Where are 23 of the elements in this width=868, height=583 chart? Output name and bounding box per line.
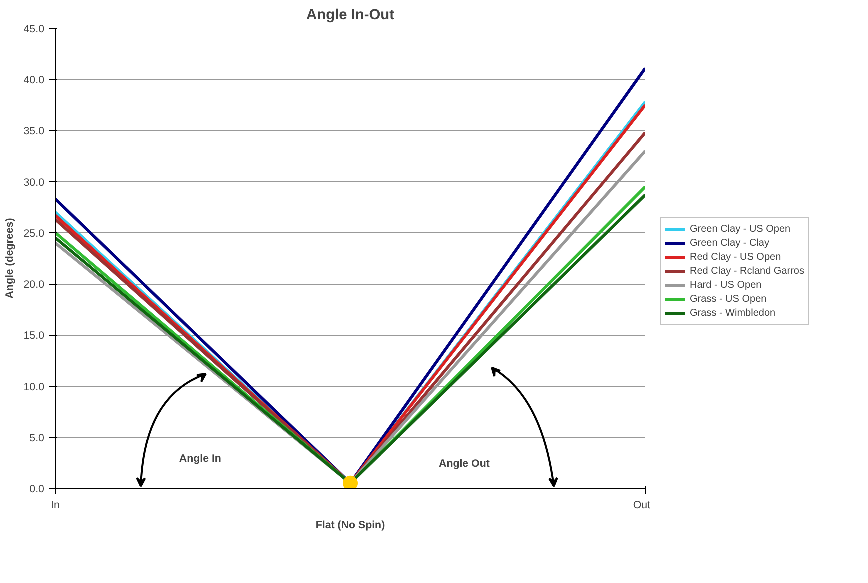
x-axis-title: Flat (No Spin) xyxy=(316,520,386,532)
legend-label: Grass - US Open xyxy=(690,292,767,306)
y-tick-label: 45.0 xyxy=(24,24,45,36)
y-axis-title: Angle (degrees) xyxy=(4,218,16,299)
legend-label: Green Clay - Clay xyxy=(690,236,770,250)
y-tick-label: 40.0 xyxy=(24,74,45,87)
y-tick-label: 0.0 xyxy=(30,484,45,496)
legend-label: Hard - US Open xyxy=(690,278,762,292)
legend-label: Red Clay - US Open xyxy=(690,250,782,264)
annotation: Angle Out xyxy=(439,458,490,470)
y-tick-label: 25.0 xyxy=(24,228,45,240)
y-tick-label: 15.0 xyxy=(24,330,45,342)
y-tick-label: 20.0 xyxy=(24,279,45,292)
legend-label: Grass - Wimbledon xyxy=(690,306,776,320)
y-tick-label: 35.0 xyxy=(24,126,45,138)
x-tick-label: In xyxy=(51,500,60,512)
annotation: Angle In xyxy=(179,452,222,465)
y-tick-label: 10.0 xyxy=(24,381,45,394)
legend-label: Red Clay - Rcland Garros xyxy=(690,264,804,278)
y-tick-label: 30.0 xyxy=(24,176,45,189)
y-tick-label: 5.0 xyxy=(30,432,45,444)
chart-title: Angle In-Out xyxy=(306,8,395,24)
legend-label: Green Clay - US Open xyxy=(690,222,791,236)
